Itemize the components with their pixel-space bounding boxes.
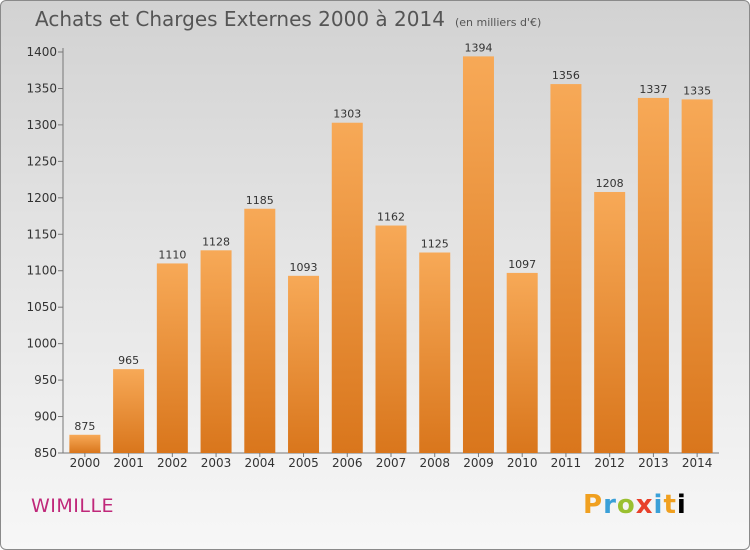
bar-value-label: 1125 <box>421 238 449 251</box>
bar <box>156 263 188 453</box>
logo-letter: o <box>616 490 636 520</box>
city-name: WIMILLE <box>31 495 115 517</box>
y-tick-label: 1350 <box>26 81 57 95</box>
bar <box>113 369 145 453</box>
logo-letter: t <box>663 490 677 520</box>
bar <box>550 84 582 453</box>
bar <box>637 97 669 453</box>
bar <box>594 191 626 453</box>
x-tick-label: 2012 <box>594 456 625 470</box>
y-tick-label: 1000 <box>26 337 57 351</box>
x-tick-label: 2005 <box>288 456 319 470</box>
bar <box>681 99 713 454</box>
y-tick-label: 1100 <box>26 264 57 278</box>
y-tick-label: 900 <box>34 410 57 424</box>
y-tick-label: 1200 <box>26 191 57 205</box>
logo-letter: r <box>603 490 617 520</box>
y-tick-label: 1400 <box>26 45 57 59</box>
bar <box>288 275 320 453</box>
chart-subtitle: (en milliers d'€) <box>454 16 542 29</box>
x-tick-label: 2002 <box>157 456 188 470</box>
x-tick-label: 2011 <box>551 456 582 470</box>
chart-title: Achats et Charges Externes 2000 à 2014 <box>35 7 445 31</box>
x-tick-label: 2014 <box>682 456 713 470</box>
bar <box>200 250 232 453</box>
bar-value-label: 1356 <box>552 69 580 82</box>
logo-letter: i <box>676 490 687 520</box>
x-tick-label: 2003 <box>201 456 232 470</box>
chart-title-block: Achats et Charges Externes 2000 à 2014 (e… <box>35 7 541 31</box>
chart-data-labels: 875 965 1110 1128 1185 1093 1303 1162 1125 1394 10… <box>74 41 711 432</box>
bar-value-label: 1303 <box>333 108 361 121</box>
y-tick-label: 850 <box>34 446 57 460</box>
bar-value-label: 965 <box>118 354 139 367</box>
chart-axes: 850 900 950 1000 1050 1100 1150 1200 1250 1300 135… <box>26 45 719 470</box>
logo-letter: x <box>635 490 654 520</box>
proxiti-logo: Proxiti <box>583 490 687 520</box>
logo-letter: P <box>583 490 604 520</box>
bar-value-label: 1162 <box>377 211 405 224</box>
bar <box>375 225 407 453</box>
x-tick-label: 2000 <box>70 456 101 470</box>
x-tick-label: 2004 <box>245 456 276 470</box>
bar-value-label: 1097 <box>508 258 536 271</box>
bar-value-label: 875 <box>74 420 95 433</box>
x-tick-label: 2008 <box>419 456 450 470</box>
y-tick-label: 1250 <box>26 154 57 168</box>
x-tick-label: 2001 <box>113 456 144 470</box>
logo-letter: i <box>653 490 664 520</box>
x-tick-label: 2007 <box>376 456 407 470</box>
bar <box>462 56 494 454</box>
bar <box>419 252 451 453</box>
bar-value-label: 1335 <box>683 84 711 97</box>
y-tick-label: 1050 <box>26 300 57 314</box>
x-tick-label: 2013 <box>638 456 669 470</box>
bar <box>331 122 363 454</box>
bar <box>69 434 101 453</box>
y-tick-label: 950 <box>34 373 57 387</box>
x-tick-label: 2010 <box>507 456 538 470</box>
bar-value-label: 1208 <box>596 177 624 190</box>
y-tick-label: 1300 <box>26 118 57 132</box>
bar <box>244 208 276 453</box>
y-tick-label: 1150 <box>26 227 57 241</box>
bar-value-label: 1110 <box>158 248 186 261</box>
bar-value-label: 1337 <box>639 83 667 96</box>
chart-bars <box>69 56 713 454</box>
bar-value-label: 1093 <box>290 261 318 274</box>
x-tick-label: 2006 <box>332 456 363 470</box>
bar <box>506 272 538 453</box>
x-tick-label: 2009 <box>463 456 494 470</box>
bar-value-label: 1394 <box>464 41 492 54</box>
bar-value-label: 1128 <box>202 235 230 248</box>
bar-value-label: 1185 <box>246 194 274 207</box>
